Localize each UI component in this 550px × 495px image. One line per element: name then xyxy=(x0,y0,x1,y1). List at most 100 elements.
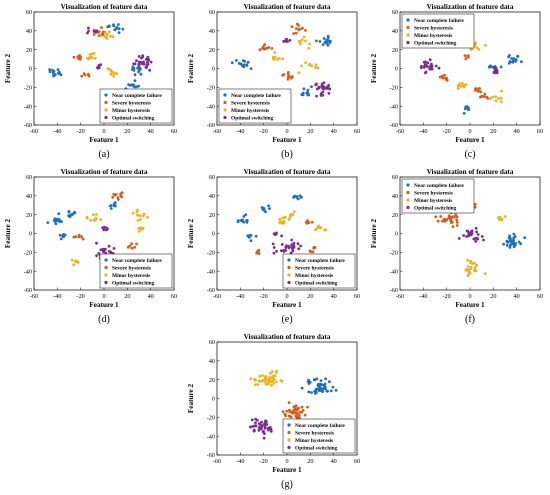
point-optimal-switching xyxy=(264,419,267,423)
point-optimal-switching xyxy=(101,226,105,230)
point-near-complete-failure xyxy=(464,105,468,109)
y-tick-label: 20 xyxy=(26,212,32,219)
point-near-complete-failure xyxy=(502,242,505,246)
point-minor-hysteresis xyxy=(109,68,113,72)
point-minor-hysteresis xyxy=(99,34,103,38)
point-optimal-switching xyxy=(475,230,478,234)
point-severe-hysteresis xyxy=(294,414,298,417)
point-near-complete-failure xyxy=(137,84,141,88)
point-optimal-switching xyxy=(97,252,101,255)
legend-marker xyxy=(223,115,227,120)
point-severe-hysteresis xyxy=(454,213,458,217)
chart-title: Visualization of feature data xyxy=(244,333,331,341)
point-minor-hysteresis xyxy=(491,95,495,99)
y-tick-label: 60 xyxy=(26,174,32,181)
point-minor-hysteresis xyxy=(475,46,479,50)
point-severe-hysteresis xyxy=(479,95,482,99)
point-minor-hysteresis xyxy=(136,213,139,217)
point-minor-hysteresis xyxy=(137,226,141,230)
point-near-complete-failure xyxy=(51,71,55,75)
point-minor-hysteresis xyxy=(497,216,500,220)
legend-entry: Optimal switching xyxy=(295,446,338,452)
point-near-complete-failure xyxy=(307,390,311,394)
point-near-complete-failure xyxy=(325,38,328,42)
y-tick-label: 40 xyxy=(209,28,215,35)
panel-e: Visualization of feature data -60 -40 -20 0 2… xyxy=(187,168,360,325)
point-minor-hysteresis xyxy=(136,219,140,222)
x-tick-label: 20 xyxy=(490,128,496,135)
point-near-complete-failure xyxy=(314,392,317,395)
point-optimal-switching xyxy=(288,38,292,42)
point-severe-hysteresis xyxy=(133,245,137,249)
point-near-complete-failure xyxy=(51,68,54,72)
point-optimal-switching xyxy=(283,39,287,43)
chart-title: Visualization of feature data xyxy=(244,3,331,11)
point-severe-hysteresis xyxy=(445,76,448,80)
point-severe-hysteresis xyxy=(270,47,274,50)
point-near-complete-failure xyxy=(117,23,120,26)
point-severe-hysteresis xyxy=(450,220,454,224)
legend-entry: Optimal switching xyxy=(112,281,155,287)
point-severe-hysteresis xyxy=(466,54,470,58)
point-near-complete-failure xyxy=(310,391,313,394)
y-tick-label: -40 xyxy=(207,433,215,440)
point-near-complete-failure xyxy=(306,88,310,92)
legend-entry: Minor hysteresis xyxy=(112,108,150,114)
point-severe-hysteresis xyxy=(438,75,442,79)
legend-entry: Minor hysteresis xyxy=(295,273,333,279)
point-optimal-switching xyxy=(280,234,283,238)
point-severe-hysteresis xyxy=(303,413,307,417)
point-minor-hysteresis xyxy=(273,51,277,54)
point-near-complete-failure xyxy=(58,219,62,223)
point-severe-hysteresis xyxy=(443,217,446,221)
point-minor-hysteresis xyxy=(249,377,253,381)
point-near-complete-failure xyxy=(523,236,527,239)
panel-a: Visualization of feature data -60 -40 -20 0 2… xyxy=(4,3,177,160)
point-minor-hysteresis xyxy=(300,38,304,42)
point-severe-hysteresis xyxy=(72,235,76,239)
point-minor-hysteresis xyxy=(280,220,284,224)
point-minor-hysteresis xyxy=(141,227,145,230)
point-minor-hysteresis xyxy=(274,380,278,383)
point-minor-hysteresis xyxy=(314,66,317,69)
point-severe-hysteresis xyxy=(288,414,291,418)
point-minor-hysteresis xyxy=(90,56,94,60)
point-optimal-switching xyxy=(137,62,141,66)
x-tick-label: 20 xyxy=(490,293,496,300)
panel-label: (c) xyxy=(464,149,475,160)
legend-marker xyxy=(287,445,291,450)
point-severe-hysteresis xyxy=(120,191,124,195)
point-near-complete-failure xyxy=(513,244,517,247)
y-tick-label: -40 xyxy=(207,268,215,275)
point-optimal-switching xyxy=(280,243,284,246)
point-optimal-switching xyxy=(469,233,473,237)
point-near-complete-failure xyxy=(295,195,298,199)
point-near-complete-failure xyxy=(512,239,515,242)
point-near-complete-failure xyxy=(133,73,137,77)
x-tick-label: -40 xyxy=(236,458,244,465)
legend-marker xyxy=(406,183,410,187)
legend-marker xyxy=(406,18,410,22)
legend-entry: Severe hysteresis xyxy=(112,101,151,107)
point-optimal-switching xyxy=(107,244,111,248)
y-tick-label: 60 xyxy=(26,9,32,16)
point-optimal-switching xyxy=(287,244,290,248)
x-tick-label: -40 xyxy=(53,293,61,300)
x-tick-label: 0 xyxy=(468,293,471,300)
y-tick-label: -60 xyxy=(207,287,215,294)
point-near-complete-failure xyxy=(121,27,125,31)
legend-entry: Near complete failure xyxy=(295,258,345,264)
point-optimal-switching xyxy=(86,31,89,35)
x-tick-label: -20 xyxy=(260,293,268,300)
point-optimal-switching xyxy=(275,249,278,253)
point-minor-hysteresis xyxy=(464,83,468,86)
legend-marker xyxy=(104,108,108,112)
point-near-complete-failure xyxy=(48,68,52,71)
point-near-complete-failure xyxy=(509,238,512,242)
y-tick-label: 0 xyxy=(395,66,398,73)
point-minor-hysteresis xyxy=(464,268,468,271)
legend-entry: Near complete failure xyxy=(112,258,162,264)
x-tick-label: 20 xyxy=(307,128,313,135)
x-tick-label: 40 xyxy=(514,293,520,300)
x-tick-label: -20 xyxy=(260,128,268,135)
